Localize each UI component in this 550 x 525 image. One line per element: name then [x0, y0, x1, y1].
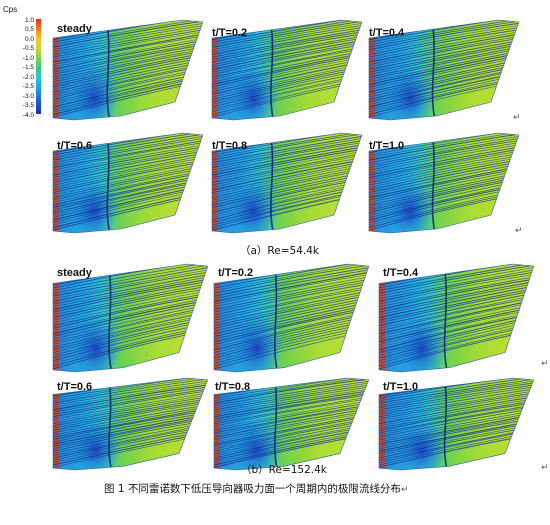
panel-label: t/T=0.8: [215, 381, 251, 393]
streamline-contour-image: [213, 377, 370, 471]
streamline-contour-image: [52, 377, 209, 471]
panel-label: t/T=0.2: [218, 267, 254, 279]
streamline-contour-image: [211, 19, 363, 121]
colorbar-tick: 0.5: [24, 26, 34, 33]
panel-a-t02: [210, 19, 365, 121]
caption-b: （b）Re=152.4k: [241, 464, 327, 476]
colorbar-tick: 0.0: [24, 35, 34, 43]
streamline-contour-image: [211, 132, 363, 234]
colorbar-gradient: [36, 19, 41, 114]
figure-caption-text: 图 1 不同雷诺数下低压导向器吸力面一个周期内的极限流线分布: [104, 483, 401, 495]
streamline-contour-image: [52, 132, 204, 234]
panel-label: t/T=1.0: [369, 140, 405, 152]
streamline-contour-image: [378, 377, 535, 471]
panel-b-t10: [377, 377, 537, 471]
panel-b-t08: [212, 377, 372, 471]
panel-label: steady: [57, 267, 92, 279]
panel-b-t04: [377, 263, 537, 373]
colorbar-tick: -3.5: [22, 102, 34, 109]
panel-label: steady: [57, 23, 92, 35]
panel-label: t/T=0.6: [57, 381, 93, 393]
return-mark: ↵: [541, 463, 549, 473]
colorbar-ticks: 1.0 0.5 0.0 -0.5 -1.0 -1.5 -2.0 -2.5 -3.…: [3, 17, 34, 119]
panel-a-steady: [51, 19, 206, 121]
caption-a: （a）Re=54.4k: [240, 245, 319, 257]
panel-label: t/T=0.4: [369, 27, 405, 39]
streamline-contour-image: [368, 132, 520, 234]
panel-a-t08: [210, 132, 365, 234]
colorbar-legend: Cps 1.0 0.5 0.0 -0.5 -1.0 -1.5 -2.0 -2.5…: [3, 5, 43, 125]
panel-a-t04: [367, 19, 522, 121]
colorbar-tick: 1.0: [24, 17, 34, 24]
streamline-contour-image: [368, 19, 520, 121]
return-mark: ↵: [541, 359, 549, 369]
colorbar-tick: -3.0: [22, 92, 34, 100]
panel-label: t/T=1.0: [383, 381, 419, 393]
colorbar-tick: -2.5: [22, 83, 34, 90]
panel-b-t02: [212, 263, 372, 373]
colorbar-tick: -1.0: [22, 54, 34, 62]
streamline-contour-image: [213, 263, 370, 373]
return-mark: ↵: [515, 226, 523, 236]
panel-label: t/T=0.8: [212, 140, 248, 152]
colorbar-title: Cps: [3, 5, 18, 14]
panel-label: t/T=0.4: [383, 267, 419, 279]
colorbar-tick: -1.5: [22, 64, 34, 71]
panel-b-t06: [51, 377, 211, 471]
colorbar-tick: -2.0: [22, 73, 34, 81]
streamline-contour-image: [52, 263, 209, 373]
return-mark: ↵: [513, 113, 521, 123]
panel-label: t/T=0.6: [57, 140, 93, 152]
return-mark: ↵: [400, 485, 409, 495]
streamline-contour-image: [378, 263, 535, 373]
panel-a-t06: [51, 132, 206, 234]
figure-caption: 图 1 不同雷诺数下低压导向器吸力面一个周期内的极限流线分布↵: [104, 481, 408, 496]
streamline-contour-image: [52, 19, 204, 121]
colorbar-tick: -4.0: [22, 111, 34, 119]
colorbar-tick: -0.5: [22, 45, 34, 52]
panel-label: t/T=0.2: [212, 27, 248, 39]
panel-b-steady: [51, 263, 211, 373]
panel-a-t10: [367, 132, 522, 234]
